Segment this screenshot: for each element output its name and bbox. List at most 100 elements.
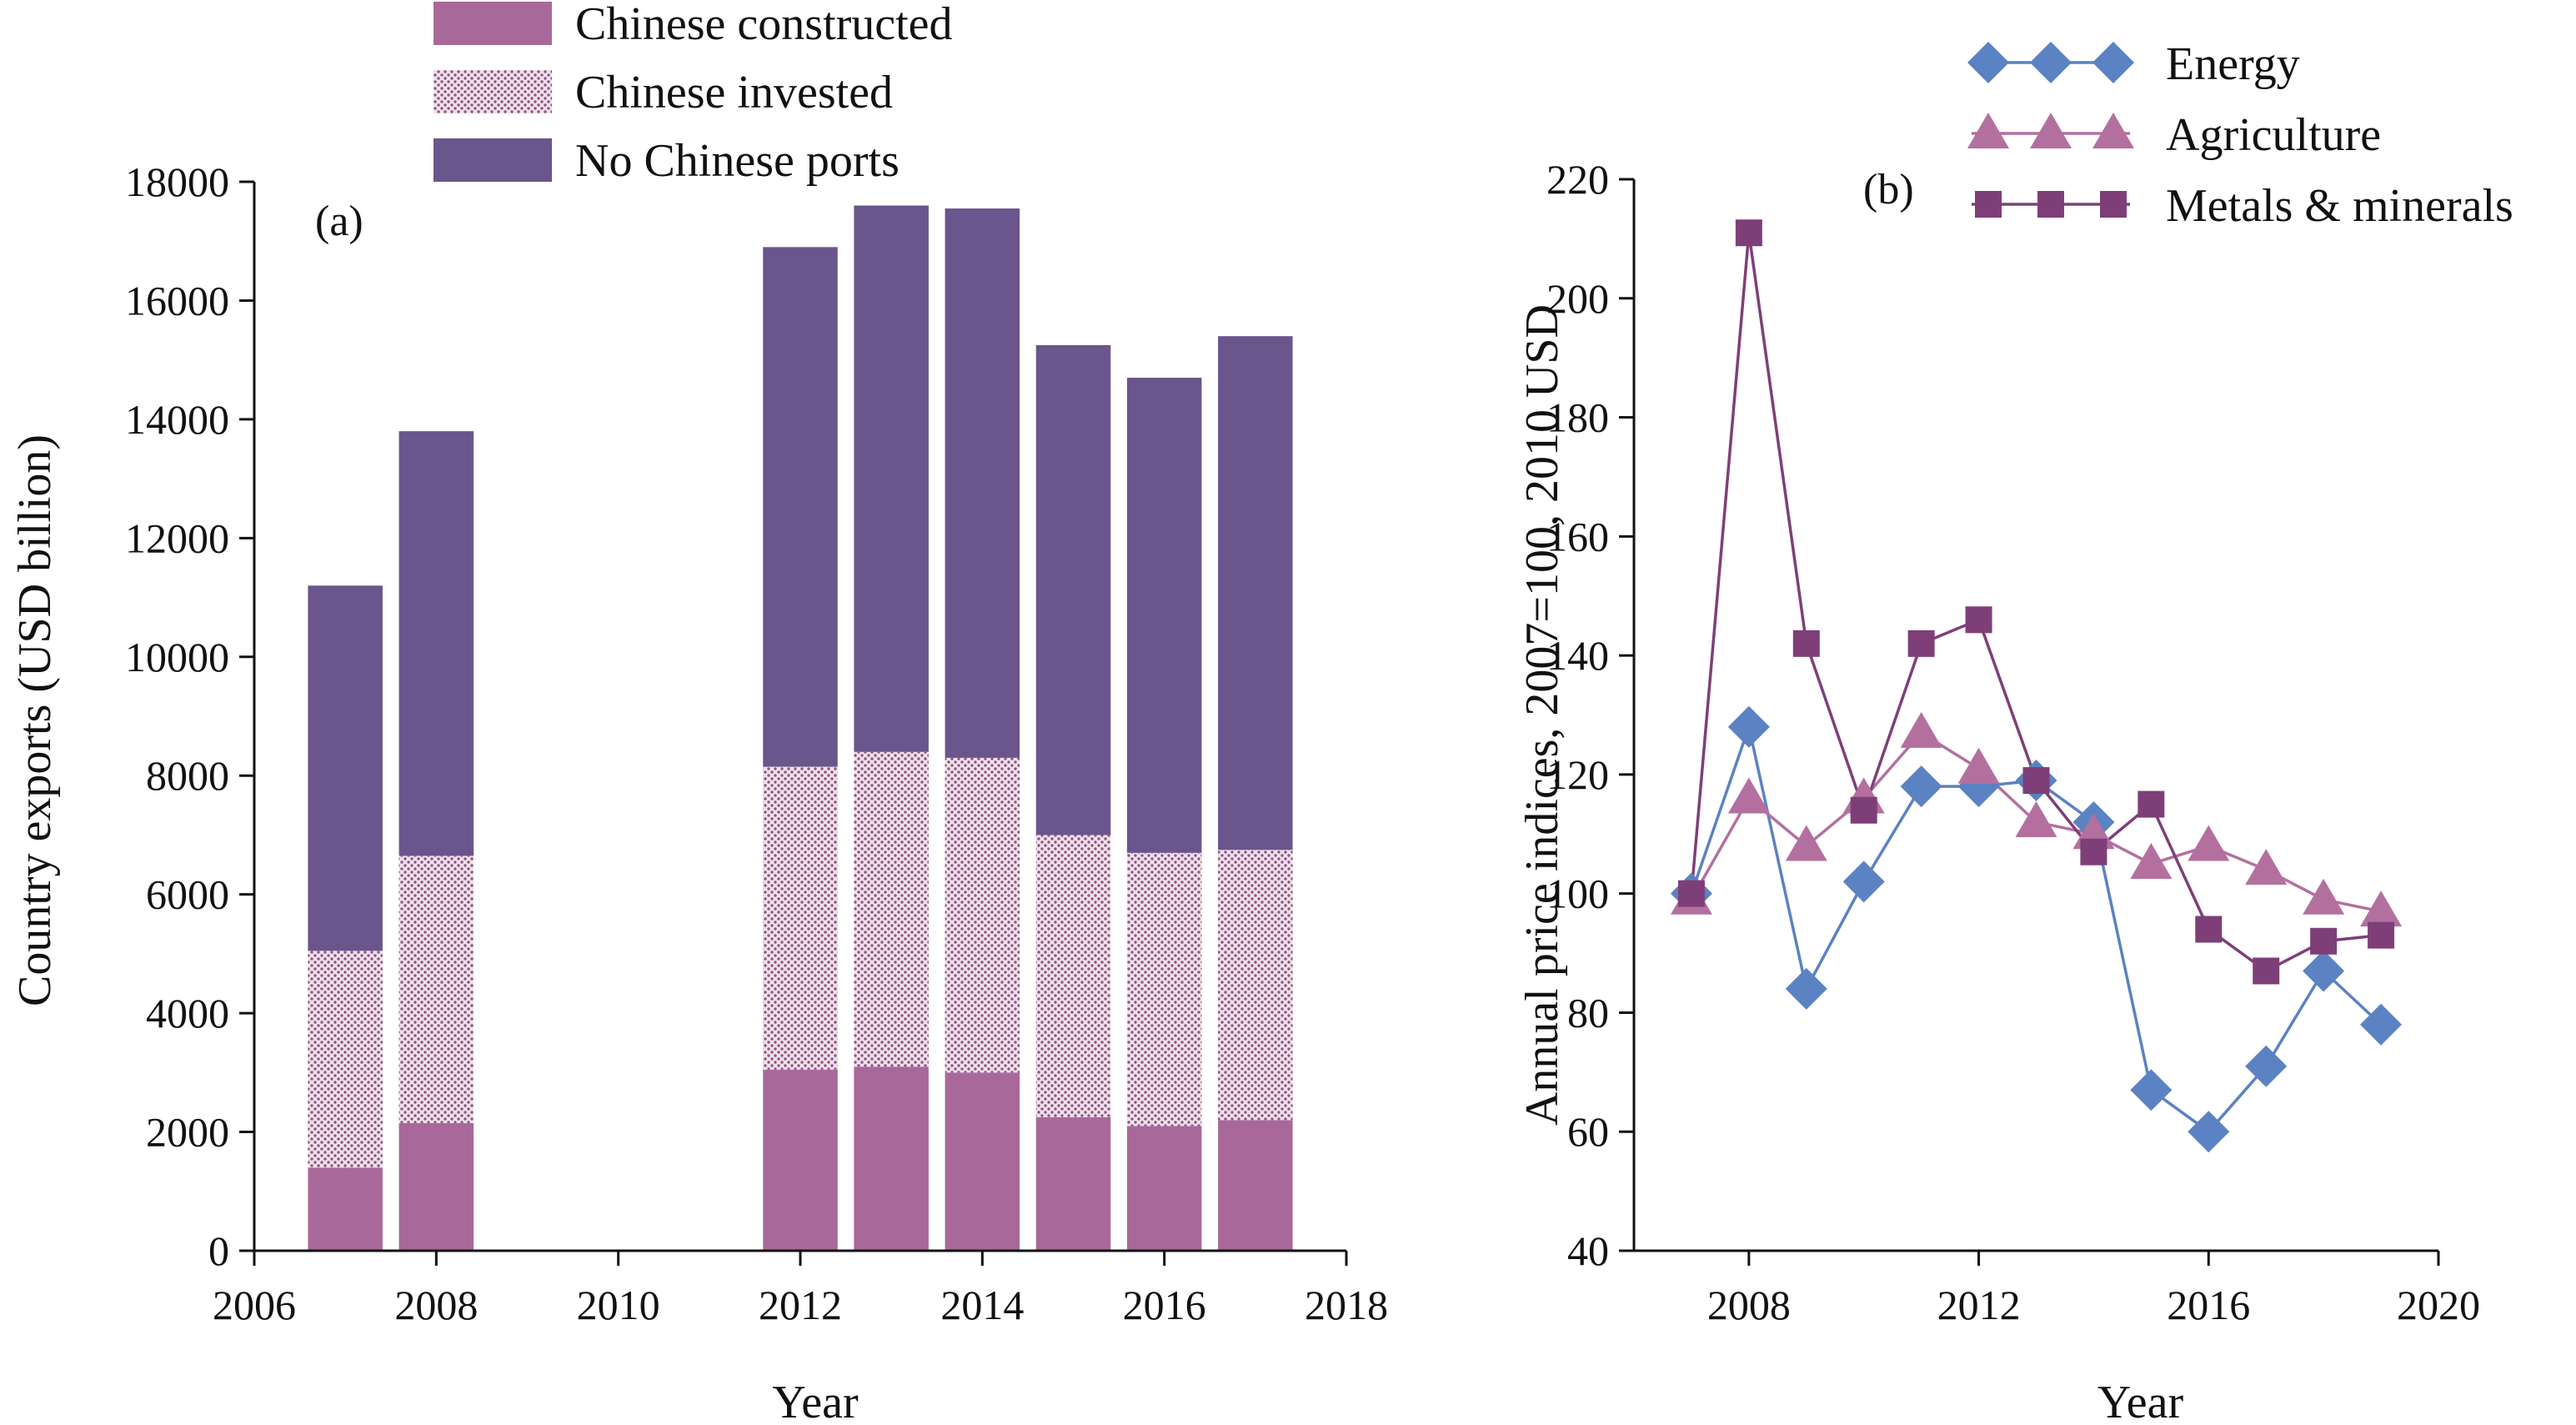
bar-chinese-constructed-2013 bbox=[854, 1066, 929, 1251]
bar-no-chinese-ports-2012 bbox=[763, 247, 838, 767]
legend-marker-agriculture bbox=[2030, 113, 2072, 148]
bar-chinese-constructed-2007 bbox=[308, 1167, 383, 1251]
bar-chinese-invested-2014 bbox=[945, 757, 1020, 1073]
bar-chinese-invested-2013 bbox=[854, 751, 929, 1067]
x-tick-label: 2008 bbox=[394, 1282, 478, 1328]
bar-chinese-invested-2017 bbox=[1218, 850, 1293, 1121]
y-tick-label: 80 bbox=[1567, 989, 1609, 1036]
point-agriculture-2012 bbox=[1957, 747, 2000, 784]
y-tick-label: 40 bbox=[1567, 1227, 1609, 1274]
point-metals-minerals-2014 bbox=[2080, 838, 2107, 866]
point-agriculture-2013 bbox=[2015, 801, 2057, 837]
x-tick-label: 2006 bbox=[213, 1282, 296, 1328]
point-agriculture-2018 bbox=[2303, 878, 2345, 915]
bar-chinese-invested-2007 bbox=[308, 951, 383, 1168]
legend-label-metals-minerals: Metals & minerals bbox=[2166, 180, 2513, 232]
legend-label-chinese-invested: Chinese invested bbox=[575, 67, 893, 118]
bar-no-chinese-ports-2017 bbox=[1218, 336, 1293, 850]
y-tick-label: 14000 bbox=[125, 396, 229, 443]
legend-marker-metals-minerals bbox=[2037, 191, 2064, 218]
x-tick-label: 2008 bbox=[1707, 1282, 1791, 1328]
point-energy-2011 bbox=[1900, 765, 1942, 808]
y-tick-label: 60 bbox=[1567, 1108, 1609, 1155]
bar-chinese-constructed-2014 bbox=[945, 1072, 1020, 1251]
point-metals-minerals-2009 bbox=[1792, 630, 1820, 657]
y-tick-label: 18000 bbox=[125, 158, 229, 205]
point-energy-2009 bbox=[1785, 967, 1827, 1010]
point-agriculture-2016 bbox=[2188, 825, 2230, 861]
y-axis-title: Country exports (USD billion) bbox=[9, 434, 61, 1006]
x-tick-label: 2012 bbox=[1937, 1282, 2021, 1328]
legend-marker-energy bbox=[2092, 42, 2134, 83]
legend-marker-metals-minerals bbox=[2100, 191, 2127, 218]
legend-swatch-chinese-constructed bbox=[434, 2, 552, 45]
x-tick-label: 2020 bbox=[2397, 1282, 2480, 1328]
y-axis-title: Annual price indices, 2007=100, 2010 USD bbox=[1516, 304, 1568, 1126]
bar-chinese-constructed-2017 bbox=[1218, 1120, 1293, 1251]
point-energy-2015 bbox=[2130, 1069, 2173, 1111]
legend-marker-energy bbox=[1967, 42, 2009, 83]
x-axis-title: Year bbox=[2097, 1377, 2184, 1421]
y-tick-label: 0 bbox=[208, 1227, 229, 1274]
point-agriculture-2015 bbox=[2130, 842, 2173, 879]
legend-label-no-chinese-ports: No Chinese ports bbox=[575, 135, 900, 187]
point-metals-minerals-2007 bbox=[1677, 880, 1705, 907]
bar-chinese-invested-2016 bbox=[1126, 852, 1202, 1126]
point-metals-minerals-2017 bbox=[2253, 957, 2280, 985]
bar-chinese-constructed-2012 bbox=[763, 1069, 838, 1251]
point-agriculture-2017 bbox=[2245, 849, 2288, 886]
point-energy-2018 bbox=[2303, 950, 2345, 992]
bar-chinese-constructed-2016 bbox=[1126, 1126, 1202, 1251]
y-tick-label: 2000 bbox=[146, 1109, 229, 1156]
point-agriculture-2019 bbox=[2360, 891, 2403, 927]
y-tick-label: 180 bbox=[1546, 394, 1609, 441]
y-tick-label: 16000 bbox=[125, 277, 229, 324]
x-tick-label: 2016 bbox=[2167, 1282, 2250, 1328]
point-energy-2010 bbox=[1842, 861, 1885, 903]
y-tick-label: 10000 bbox=[125, 634, 229, 680]
point-metals-minerals-2011 bbox=[1907, 630, 1935, 657]
point-energy-2019 bbox=[2360, 1003, 2403, 1046]
point-metals-minerals-2015 bbox=[2137, 790, 2165, 818]
point-energy-2016 bbox=[2188, 1111, 2230, 1153]
bar-chinese-constructed-2008 bbox=[398, 1122, 474, 1251]
panel-label: (a) bbox=[315, 198, 363, 245]
bar-no-chinese-ports-2016 bbox=[1126, 378, 1202, 853]
bar-chinese-invested-2012 bbox=[763, 766, 838, 1070]
point-metals-minerals-2008 bbox=[1735, 219, 1762, 247]
point-metals-minerals-2012 bbox=[1965, 606, 1992, 634]
y-tick-label: 12000 bbox=[125, 514, 229, 561]
bar-chinese-constructed-2015 bbox=[1035, 1116, 1111, 1251]
bar-no-chinese-ports-2007 bbox=[308, 585, 383, 951]
point-metals-minerals-2010 bbox=[1850, 796, 1877, 824]
panel-b: 40 60 80 100 120 140 160 180 200 220 2008 2012 2016 2… bbox=[1516, 38, 2513, 1425]
bar-chinese-invested-2008 bbox=[398, 856, 474, 1123]
point-metals-minerals-2013 bbox=[2022, 767, 2050, 795]
y-tick-label: 140 bbox=[1546, 632, 1609, 679]
legend-marker-energy bbox=[2030, 42, 2072, 83]
legend-label-energy: Energy bbox=[2166, 38, 2300, 90]
y-tick-label: 8000 bbox=[146, 752, 229, 799]
bar-no-chinese-ports-2008 bbox=[398, 431, 474, 856]
bar-chinese-invested-2015 bbox=[1035, 835, 1111, 1117]
bar-no-chinese-ports-2014 bbox=[945, 208, 1020, 758]
legend-marker-metals-minerals bbox=[1975, 191, 2002, 218]
x-tick-label: 2016 bbox=[1123, 1282, 1206, 1328]
point-agriculture-2008 bbox=[1727, 777, 1770, 814]
legend-marker-agriculture bbox=[2092, 113, 2134, 148]
x-tick-label: 2014 bbox=[940, 1282, 1024, 1328]
y-tick-label: 100 bbox=[1546, 871, 1609, 917]
bar-no-chinese-ports-2013 bbox=[854, 205, 929, 752]
point-energy-2017 bbox=[2245, 1045, 2288, 1087]
y-tick-label: 4000 bbox=[146, 990, 229, 1036]
point-agriculture-2009 bbox=[1785, 825, 1827, 861]
legend-swatch-chinese-invested bbox=[434, 70, 552, 113]
point-energy-2008 bbox=[1727, 705, 1770, 748]
y-tick-label: 220 bbox=[1546, 156, 1609, 203]
x-tick-label: 2010 bbox=[577, 1282, 660, 1328]
panel-a: 0 2000 4000 6000 8000 10000 12000 14000 16000 180… bbox=[9, 0, 1388, 1425]
x-tick-label: 2018 bbox=[1305, 1282, 1388, 1328]
point-metals-minerals-2016 bbox=[2195, 916, 2223, 943]
y-tick-label: 160 bbox=[1546, 513, 1609, 559]
